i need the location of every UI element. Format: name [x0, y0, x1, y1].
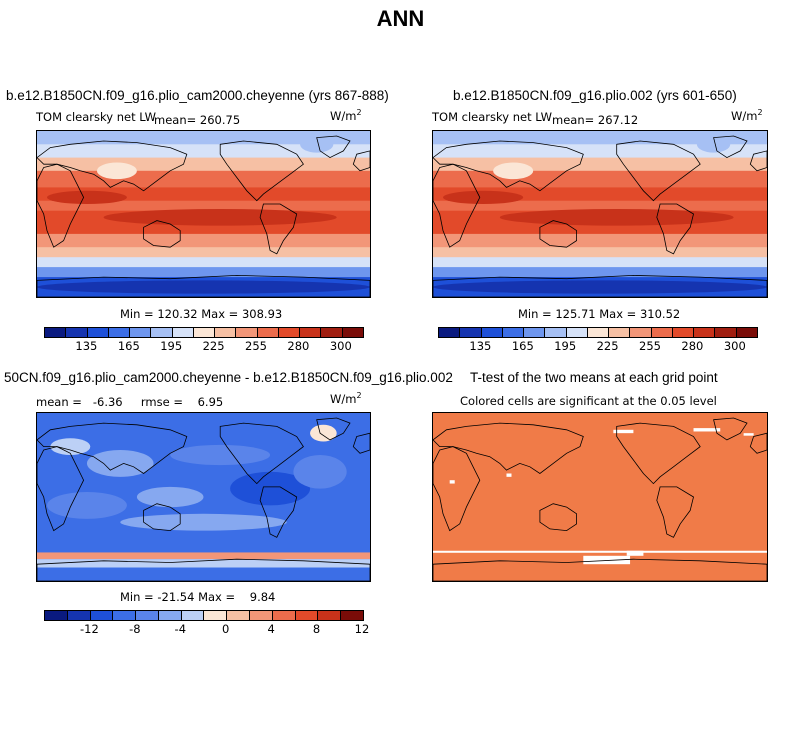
panel3-colorbar-swatch: [113, 611, 137, 620]
panel1-mean-label: mean= 260.75: [154, 113, 241, 127]
panel3-map: [36, 412, 371, 582]
panel3-colorbar-tick-label: 0: [222, 622, 230, 636]
panel3-colorbar-swatch: [67, 611, 91, 620]
panel1-colorbar-swatch: [257, 328, 279, 337]
panel3-colorbar-tick-label: -8: [129, 622, 141, 636]
panel2-colorbar-swatch: [545, 328, 567, 337]
panel3-colorbar-swatch: [318, 611, 342, 620]
panel1-colorbar-swatch: [130, 328, 152, 337]
panel1-case-title: b.e12.B1850CN.f09_g16.plio_cam2000.cheye…: [6, 88, 389, 103]
panel3-colorbar-swatch: [341, 611, 363, 620]
panel1-colorbar-swatch: [66, 328, 88, 337]
panel2-variable-label: TOM clearsky net LW: [432, 110, 552, 124]
panel1-colorbar-swatch: [108, 328, 131, 337]
panel3-colorbar-tick-label: 8: [312, 622, 321, 636]
panel3-minmax: Min = -21.54 Max = 9.84: [120, 590, 276, 604]
panel1-colorbar-swatch: [236, 328, 258, 337]
panel1-colorbar-swatch: [151, 328, 173, 337]
panel2-colorbar-swatch: [630, 328, 652, 337]
panel2-colorbar-tick-label: 300: [723, 339, 746, 353]
panel3-colorbar-swatch: [227, 611, 251, 620]
panel3-colorbar-swatch: [45, 611, 68, 620]
panel2-colorbar-tick-label: 135: [469, 339, 492, 353]
page-title: ANN: [376, 6, 425, 31]
panel1-colorbar-labels: 135 165 195 225 255 280 300: [44, 339, 362, 353]
panel2-colorbar-tick-label: 255: [639, 339, 661, 353]
panel1-colorbar-swatch: [215, 328, 237, 337]
panel1-colorbar-swatch: [45, 328, 67, 337]
panel3-colorbar-tick-label: -4: [174, 622, 187, 636]
panel3-colorbar-swatch: [158, 611, 182, 620]
panel1-variable-label: TOM clearsky net LW: [36, 110, 156, 124]
panel1-colorbar-tick-label: 280: [287, 339, 310, 353]
panel1-colorbar-tick-label: 135: [75, 339, 98, 353]
panel1-map: [36, 130, 371, 298]
panel3-colorbar-tick-label: 4: [267, 622, 275, 636]
panel2-colorbar: [438, 327, 758, 338]
panel4-case-title: T-test of the two means at each grid poi…: [470, 370, 718, 385]
panel1-colorbar-swatch: [278, 328, 301, 337]
panel3-colorbar-swatch: [90, 611, 114, 620]
panel2-colorbar-tick-label: 280: [681, 339, 704, 353]
panel2-colorbar-swatch: [502, 328, 525, 337]
panel1-minmax: Min = 120.32 Max = 308.93: [120, 307, 283, 321]
panel2-mean-label: mean= 267.12: [552, 113, 639, 127]
panel3-colorbar-tick-label: -12: [80, 622, 99, 636]
panel2-minmax: Min = 125.71 Max = 310.52: [518, 307, 681, 321]
panel1-colorbar-swatch: [321, 328, 343, 337]
panel1-colorbar-swatch: [300, 328, 322, 337]
panel2-colorbar-swatch: [460, 328, 482, 337]
panel1-colorbar-tick-label: 255: [245, 339, 267, 353]
panel3-stats: mean = -6.36 rmse = 6.95: [36, 395, 224, 409]
panel2-colorbar-swatch: [715, 328, 737, 337]
panel1-colorbar: [44, 327, 364, 338]
panel2-colorbar-swatch: [524, 328, 546, 337]
panel2-colorbar-swatch: [736, 328, 757, 337]
panel2-map: [432, 130, 768, 298]
panel1-colorbar-tick-label: 300: [329, 339, 352, 353]
panel3-colorbar-swatch: [250, 611, 273, 620]
panel3-colorbar-swatch: [295, 611, 319, 620]
panel2-colorbar-tick-label: 225: [596, 339, 619, 353]
panel1-units: W/m2: [330, 108, 362, 123]
panel2-colorbar-swatch: [566, 328, 588, 337]
panel1-colorbar-swatch: [193, 328, 216, 337]
panel3-colorbar: [44, 610, 364, 621]
panel3-colorbar-tick-label: 12: [354, 622, 370, 636]
panel3-colorbar-swatch: [272, 611, 296, 620]
panel1-colorbar-swatch: [172, 328, 194, 337]
panel4-subtitle: Colored cells are significant at the 0.0…: [460, 394, 717, 408]
panel2-colorbar-swatch: [439, 328, 461, 337]
panel1-colorbar-swatch: [342, 328, 363, 337]
panel3-colorbar-swatch: [136, 611, 159, 620]
panel2-colorbar-swatch: [694, 328, 716, 337]
panel2-units: W/m2: [731, 108, 763, 123]
panel2-colorbar-swatch: [609, 328, 631, 337]
panel4-map: [432, 412, 768, 582]
panel2-colorbar-labels: 135 165 195 225 255 280 300: [438, 339, 756, 353]
panel3-units: W/m2: [330, 391, 362, 406]
panel3-case-title: 50CN.f09_g16.plio_cam2000.cheyenne - b.e…: [4, 370, 453, 385]
panel1-colorbar-tick-label: 165: [117, 339, 140, 353]
panel2-case-title: b.e12.B1850CN.f09_g16.plio.002 (yrs 601-…: [453, 88, 737, 103]
panel2-colorbar-tick-label: 165: [511, 339, 534, 353]
panel3-colorbar-labels: -12 -8 -4 0 4 8 12: [44, 622, 369, 636]
panel3-colorbar-swatch: [181, 611, 205, 620]
panel2-colorbar-swatch: [587, 328, 610, 337]
panel2-colorbar-tick-label: 195: [554, 339, 577, 353]
panel2-colorbar-swatch: [651, 328, 673, 337]
panel2-colorbar-swatch: [481, 328, 503, 337]
panel2-colorbar-swatch: [672, 328, 695, 337]
panel1-colorbar-tick-label: 195: [160, 339, 183, 353]
panel3-colorbar-swatch: [204, 611, 228, 620]
panel1-colorbar-tick-label: 225: [202, 339, 225, 353]
panel1-colorbar-swatch: [87, 328, 109, 337]
